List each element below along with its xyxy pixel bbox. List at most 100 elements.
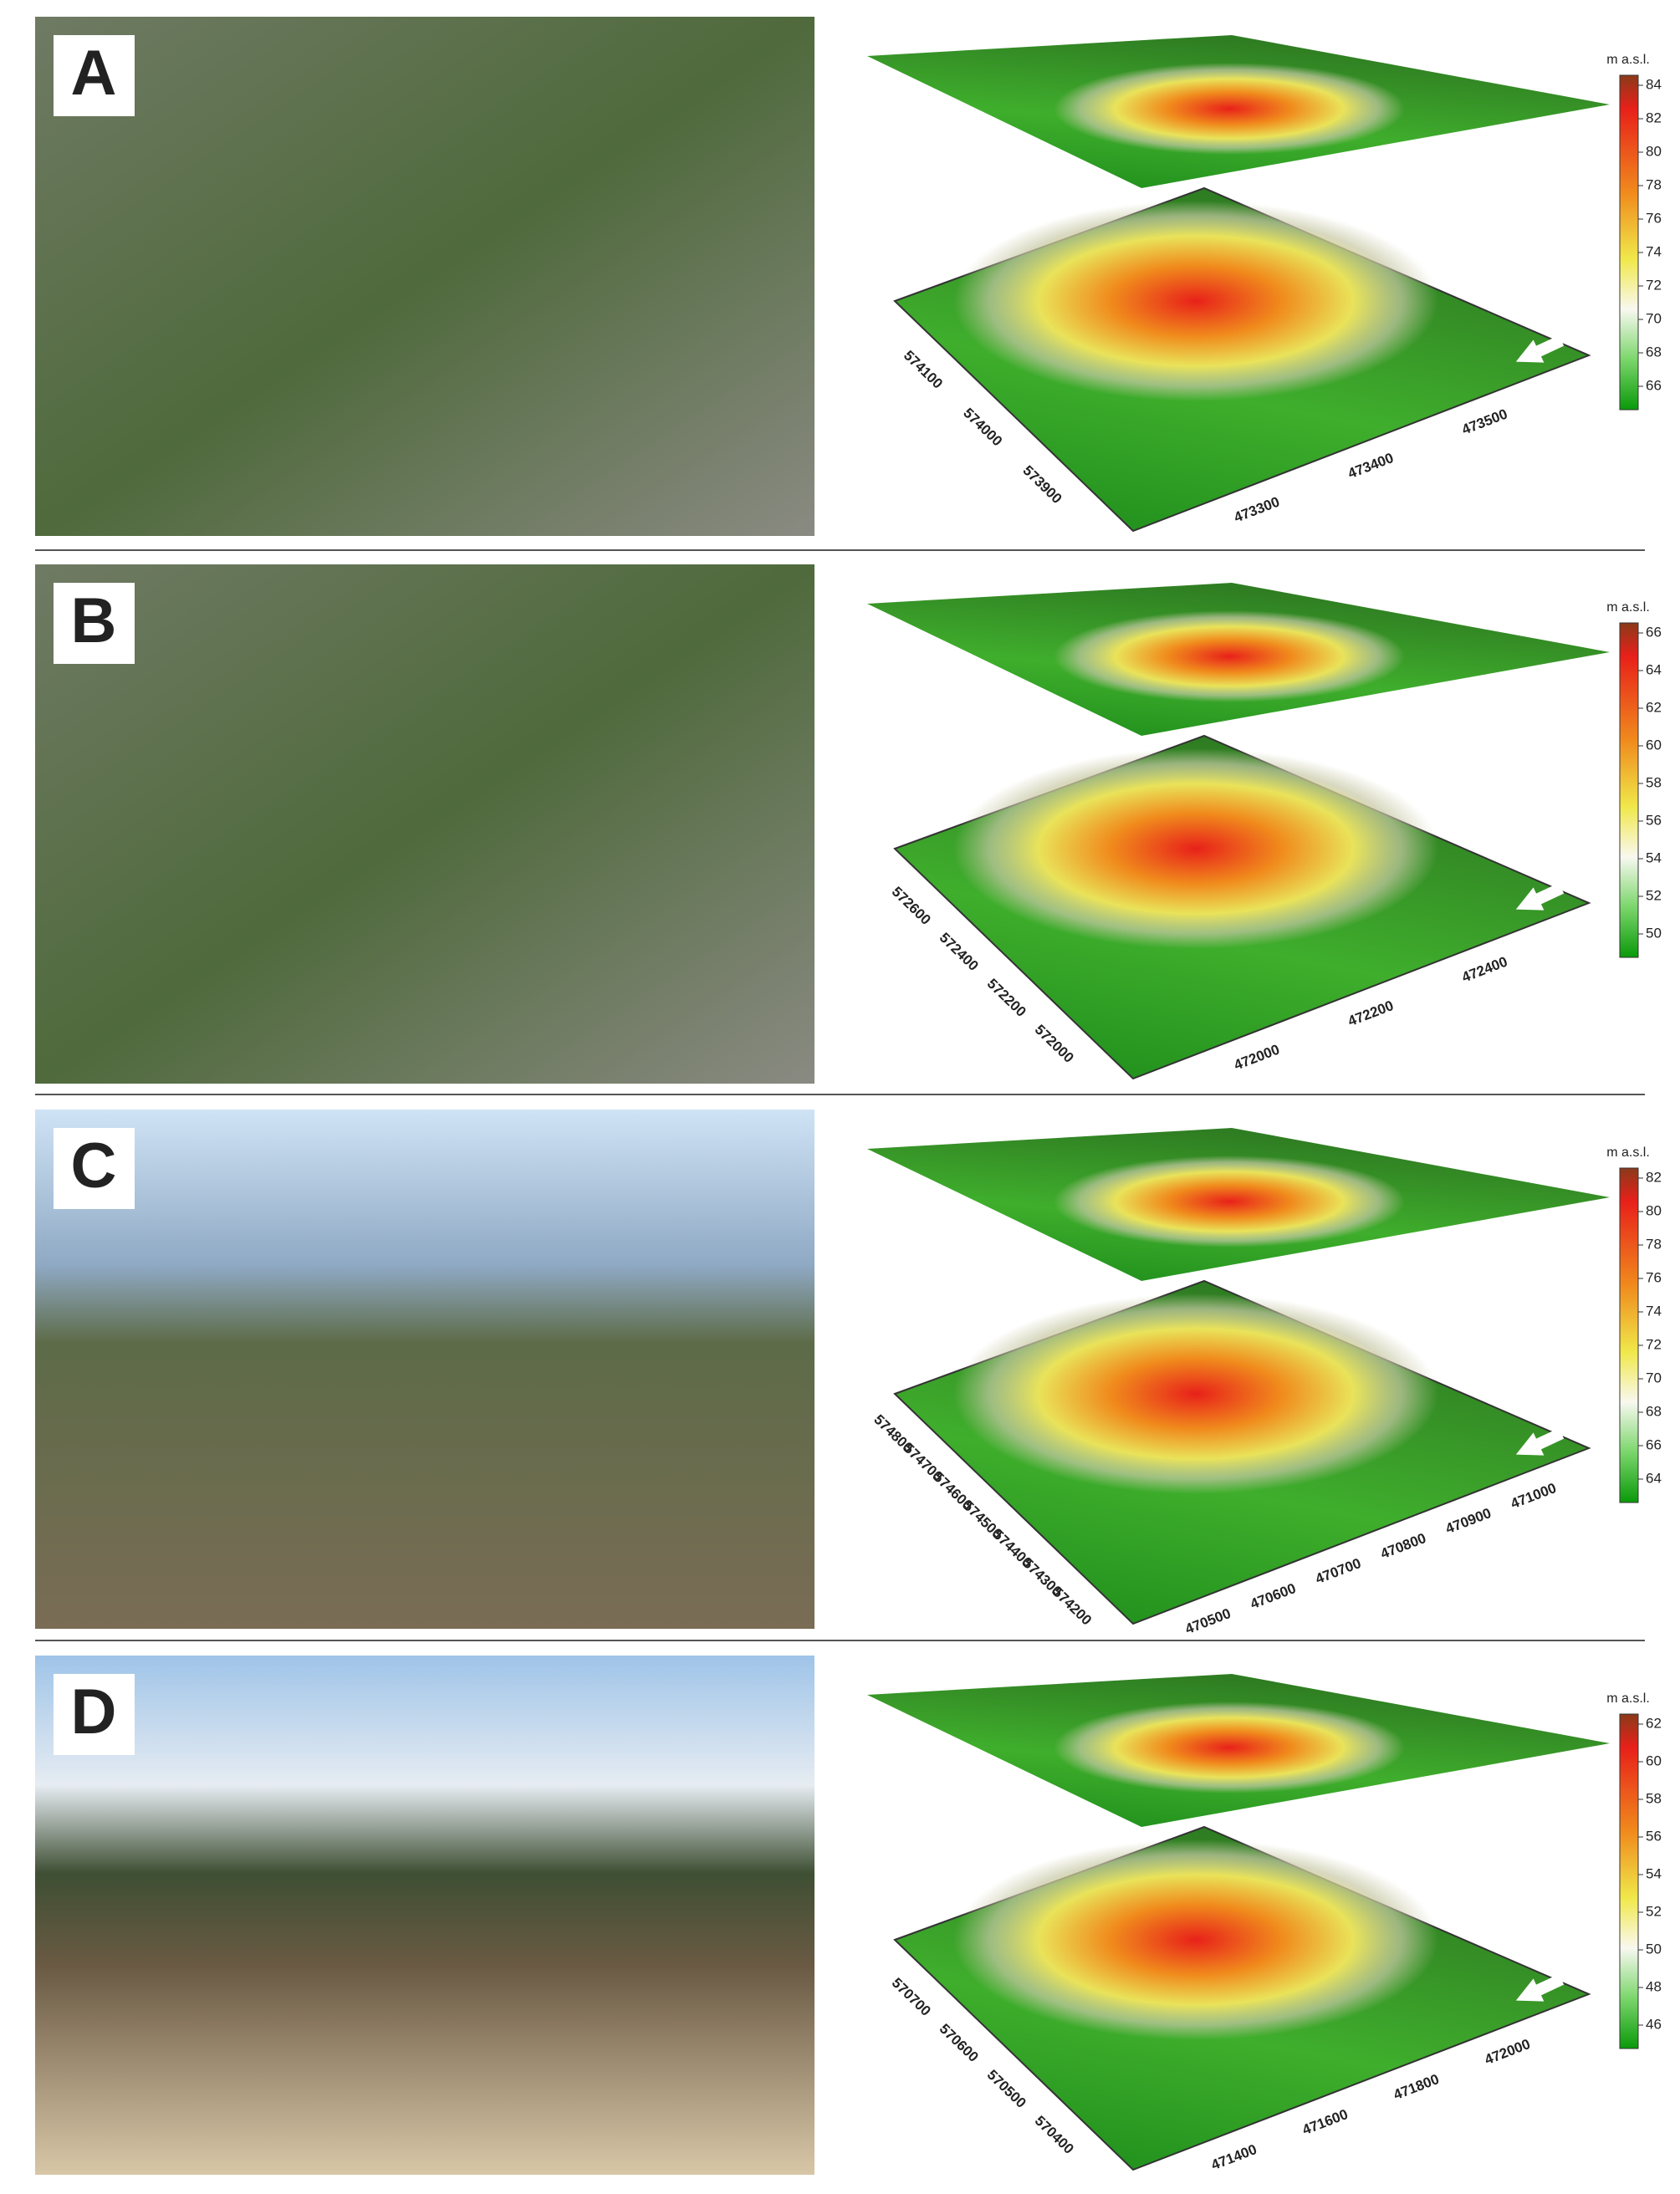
label-box [54,583,135,664]
label-box [54,1674,135,1755]
colorbar-tick-label: 64 [1646,661,1662,677]
colorbar-tick-label: 66 [1646,1436,1662,1452]
terrain-upper-hill [1054,1156,1405,1248]
axis-tick-label: 473500 [1459,406,1509,437]
axis-tick-label: 574100 [901,347,946,391]
colorbar-tick-label: 84 [1646,76,1662,92]
colorbar-tick-label: 74 [1646,243,1662,259]
north-arrow [1515,882,1565,911]
terrain-lower-hill [953,748,1438,949]
colorbar-tick-label: 64 [1646,1470,1662,1486]
colorbar [1619,622,1639,958]
colorbar [1619,1713,1639,2049]
photo [35,1656,814,2175]
terrain-lower-hill [953,1293,1438,1494]
terrain-upper-hill [1054,1702,1405,1793]
axis-tick-label: 570600 [937,2021,982,2065]
axis-tick-label: 572000 [1032,1022,1077,1066]
colorbar-tick-label: 82 [1646,110,1662,125]
axis-tick-label: 473400 [1346,450,1396,482]
axis-tick-label: 471600 [1300,2106,1351,2138]
colorbar-tick-label: 78 [1646,176,1662,192]
photo [35,564,814,1084]
panel-label: B [71,585,117,656]
axis-tick-label: 470800 [1378,1530,1428,1562]
axis-tick-label: 470900 [1443,1505,1494,1537]
label-box [54,35,135,116]
axis-tick-label: 471400 [1209,2141,1259,2173]
colorbar-tick-label: 58 [1646,1790,1662,1806]
colorbar-title: m a.s.l. [1606,600,1650,615]
colorbar [1619,1167,1639,1503]
axis-tick-label: 574200 [1049,1584,1095,1628]
colorbar-tick-label: 50 [1646,925,1662,941]
colorbar-tick-label: 62 [1646,1715,1662,1731]
axis-tick-label: 572600 [889,884,934,928]
axis-tick-label: 570400 [1032,2113,1077,2157]
colorbar-tick-label: 70 [1646,310,1662,326]
axis-tick-label: 573900 [1019,462,1065,507]
terrain-lower-hill [953,201,1438,401]
axis-tick-label: 570500 [984,2067,1029,2111]
north-arrow [1515,334,1565,363]
colorbar-tick-label: 72 [1646,277,1662,293]
axis-tick-label: 471800 [1391,2071,1442,2103]
colorbar-tick-label: 46 [1646,2016,1662,2032]
colorbar-title: m a.s.l. [1606,1691,1650,1706]
colorbar-tick-label: 48 [1646,1978,1662,1994]
colorbar-tick-label: 70 [1646,1370,1662,1385]
panel-label: A [71,38,117,109]
colorbar-tick-label: 50 [1646,1941,1662,1957]
axis-tick-label: 471000 [1509,1480,1559,1512]
label-box [54,1128,135,1209]
colorbar-tick-label: 56 [1646,1828,1662,1844]
axis-tick-label: 472400 [1459,953,1509,985]
colorbar-tick-label: 54 [1646,850,1662,865]
colorbar-tick-label: 52 [1646,887,1662,903]
axis-tick-label: 473300 [1232,493,1282,525]
photo [35,17,814,536]
axis-tick-label: 470600 [1248,1580,1298,1612]
colorbar-tick-label: 68 [1646,344,1662,360]
axis-tick-label: 570700 [889,1975,934,2019]
colorbar-tick-label: 80 [1646,143,1662,159]
colorbar-tick-label: 66 [1646,377,1662,393]
colorbar [1619,74,1639,411]
panel-label: C [71,1130,117,1202]
colorbar-tick-label: 80 [1646,1202,1662,1218]
panel: C574800574700574600574500574400574300574… [35,1110,1662,1637]
colorbar-tick-label: 72 [1646,1336,1662,1352]
colorbar-title: m a.s.l. [1606,1145,1650,1160]
axis-tick-label: 574000 [960,405,1005,449]
colorbar-tick-label: 52 [1646,1903,1662,1919]
colorbar-tick-label: 60 [1646,737,1662,753]
colorbar-tick-label: 76 [1646,210,1662,226]
axis-tick-label: 470700 [1313,1555,1363,1587]
axis-tick-label: 472200 [1346,998,1396,1029]
axis-tick-label: 472000 [1232,1041,1282,1073]
north-arrow [1515,1427,1565,1456]
north-arrow [1515,1973,1565,2002]
colorbar-tick-label: 66 [1646,624,1662,640]
colorbar-title: m a.s.l. [1606,53,1650,67]
axis-tick-label: 572200 [984,976,1029,1020]
terrain-lower-hill [953,1839,1438,2040]
colorbar-tick-label: 62 [1646,699,1662,715]
colorbar-tick-label: 58 [1646,774,1662,790]
panel: A 574100 574000 573900 473300 473400 473500 m a… [35,17,1662,536]
photo [35,1110,814,1629]
colorbar-tick-label: 82 [1646,1169,1662,1185]
colorbar-tick-label: 76 [1646,1269,1662,1285]
colorbar-tick-label: 56 [1646,812,1662,828]
colorbar-tick-label: 74 [1646,1303,1662,1319]
terrain-upper-hill [1054,610,1405,702]
axis-tick-label: 472000 [1483,2036,1533,2068]
colorbar-tick-label: 68 [1646,1403,1662,1419]
axis-tick-label: 470500 [1183,1605,1233,1637]
colorbar-tick-label: 54 [1646,1865,1662,1881]
axis-tick-label: 572400 [937,930,982,974]
colorbar-tick-label: 60 [1646,1753,1662,1768]
